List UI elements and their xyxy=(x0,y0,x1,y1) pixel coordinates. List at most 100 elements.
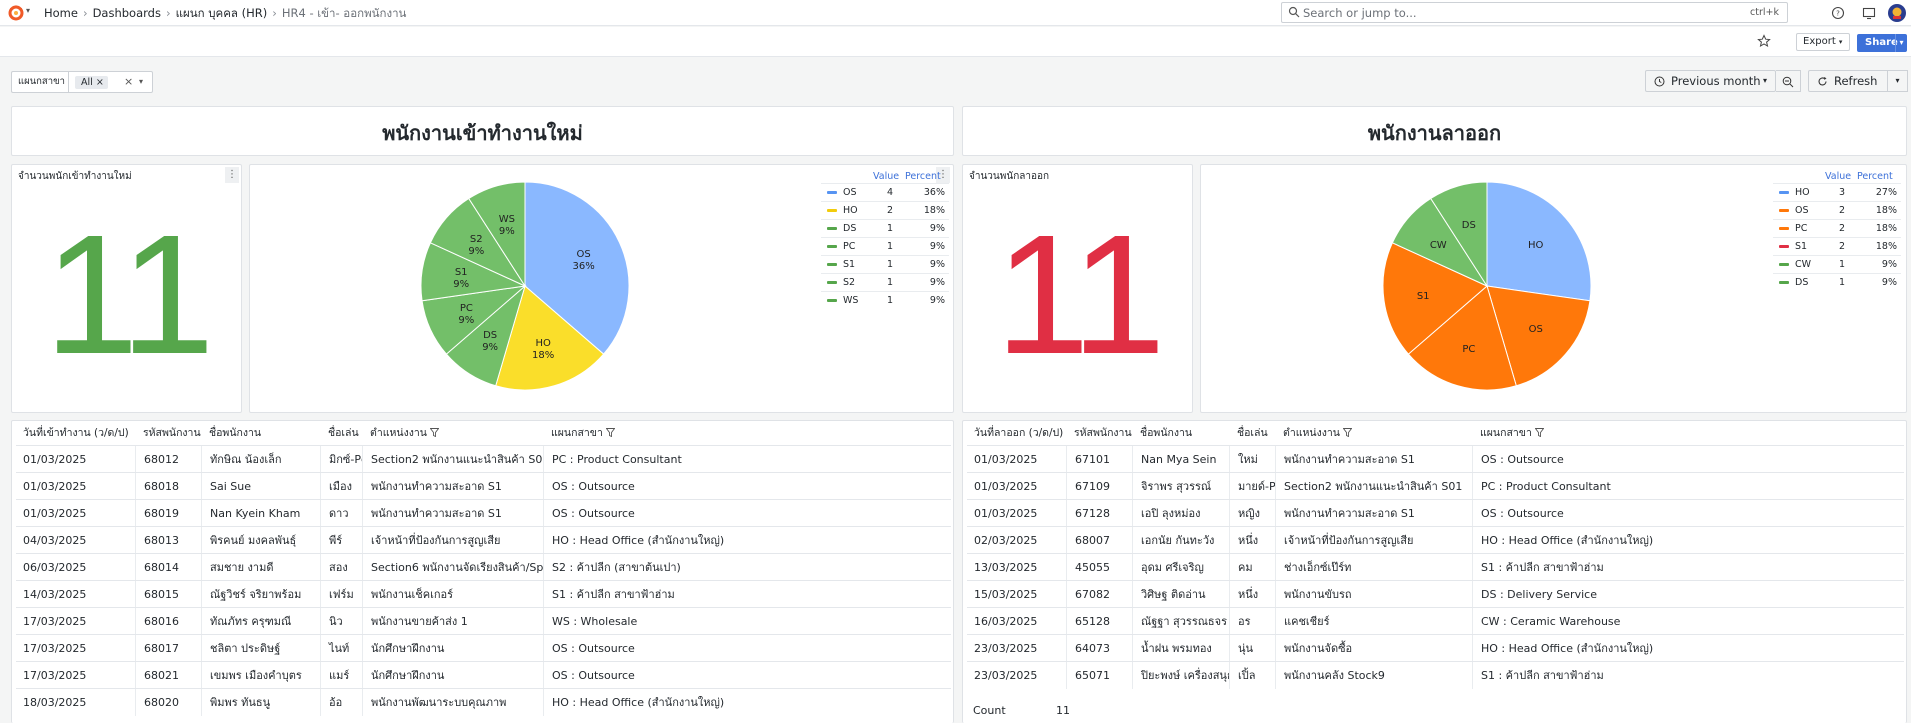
legend-row-os[interactable]: OS 4 36% xyxy=(821,183,949,201)
share-button[interactable]: Share ▾ xyxy=(1857,34,1907,52)
table-cell: พนักงานทำความสะอาด S1 xyxy=(362,473,543,500)
table-row[interactable]: 01/03/2025 67101 Nan Mya Sein ใหม่ พนักงานทำ… xyxy=(967,445,1904,473)
table-cell: Section6 พนักงานจัดเรียงสินค้า/Spee xyxy=(362,554,543,581)
table-row[interactable]: 23/03/2025 65071 ปิยะพงษ์ เครื่องสนุก เปิ้ล… xyxy=(967,661,1904,689)
new-hires-pie-chart[interactable]: OS 36%HO 18%DS 9%PC 9%S1 9%S2 9%WS 9% xyxy=(420,181,630,391)
refresh-button[interactable]: Refresh xyxy=(1808,70,1888,92)
table-row[interactable]: 23/03/2025 64073 น้ำฝน พรมทอง นุ่น พนักงานจั… xyxy=(967,634,1904,662)
chevron-down-icon[interactable]: ▾ xyxy=(1895,34,1907,52)
table-row[interactable]: 02/03/2025 68007 เอกนัย กันทะวัง หนึ่ง เจ้าห… xyxy=(967,526,1904,554)
table-cell: 17/03/2025 xyxy=(23,615,87,628)
legend-swatch xyxy=(1779,227,1789,230)
breadcrumb-dashboards[interactable]: Dashboards xyxy=(92,6,161,20)
column-header[interactable]: ชื่อเล่น xyxy=(1237,421,1268,445)
variable-chip[interactable]: All × xyxy=(75,76,108,89)
table-cell: 17/03/2025 xyxy=(23,642,87,655)
breadcrumb-folder[interactable]: แผนก บุคคล (HR) xyxy=(175,6,268,20)
column-header[interactable]: วันที่ลาออก (ว/ด/ป) xyxy=(974,421,1063,445)
table-cell: เจ้าหน้าที่ป้องกันการสูญเสีย xyxy=(362,527,543,554)
column-header[interactable]: แผนกสาขา xyxy=(1480,421,1544,445)
new-hires-title-panel: พนักงานเข้าทำงานใหม่ xyxy=(11,106,954,156)
panel-menu-icon[interactable]: ⋮ xyxy=(936,167,950,183)
table-row[interactable]: 14/03/2025 68015 ณัฐวิชร์ จริยาพร้อม เฟร์มพ… xyxy=(16,580,951,608)
column-header[interactable]: วันที่เข้าทำงาน (ว/ด/ป) xyxy=(23,421,129,445)
table-row[interactable]: 17/03/2025 68021 เขมพร เมืองคำบุตร แมร์ นักศ… xyxy=(16,661,951,689)
filter-icon[interactable] xyxy=(429,428,439,437)
table-row[interactable]: 13/03/2025 45055 อุดม ศรีเจริญ คม ช่างเอ็กซ์… xyxy=(967,553,1904,581)
new-hires-pie-panel[interactable]: ⋮ OS 36% HO 18% DS 9% PC 9% S1 9% S2 9% WS 9% Value P… xyxy=(249,164,954,413)
pie-label-percent: 9% xyxy=(468,246,484,257)
pie-slice-ho[interactable] xyxy=(495,285,605,391)
legend-row-cw[interactable]: CW 1 9% xyxy=(1773,255,1901,273)
filter-icon[interactable] xyxy=(1342,428,1352,437)
legend-row-pc[interactable]: PC 1 9% xyxy=(821,237,949,255)
table-row[interactable]: 15/03/2025 67082 วิศิษฐ ติดอ่าน หนึ่ง พนักงา… xyxy=(967,580,1904,608)
chevron-down-icon[interactable]: ▾ xyxy=(139,77,144,86)
column-header[interactable]: รหัสพนักงาน xyxy=(1074,421,1132,445)
table-row[interactable]: 04/03/2025 68013 พิรคนย์ มงคลพันธุ์ พีร์ เจ้… xyxy=(16,526,951,554)
table-row[interactable]: 06/03/2025 68014 สมชาย งามดี สอง Section6 พน… xyxy=(16,553,951,581)
legend-row-s1[interactable]: S1 2 18% xyxy=(1773,237,1901,255)
filter-icon[interactable] xyxy=(605,428,615,437)
chevron-down-icon[interactable]: ▾ xyxy=(26,6,31,15)
pie-slice-ds[interactable] xyxy=(1430,181,1488,288)
branch-variable-select[interactable]: All × × ▾ xyxy=(68,71,153,93)
pie-slice-pc[interactable] xyxy=(1407,285,1517,391)
legend-row-ho[interactable]: HO 3 27% xyxy=(1773,183,1901,201)
legend-row-os[interactable]: OS 2 18% xyxy=(1773,201,1901,219)
help-icon[interactable]: ? xyxy=(1830,5,1846,21)
table-row[interactable]: 18/03/2025 68020 พิมพร ทันธนู อ้อ พนักงานพัฒ… xyxy=(16,688,951,716)
column-header[interactable]: ชื่อพนักงาน xyxy=(1140,421,1192,445)
legend-row-s2[interactable]: S2 1 9% xyxy=(821,273,949,291)
table-row[interactable]: 01/03/2025 68019 Nan Kyein Kham ดาว พนักงานท… xyxy=(16,499,951,527)
pie-slice-os[interactable] xyxy=(524,181,630,355)
table-row[interactable]: 17/03/2025 68016 ทัณภัทร ครุฑมณี นิว พนักงาน… xyxy=(16,607,951,635)
table-row[interactable]: 01/03/2025 67128 เอปิ ลุงหม่อง หญิง พนักงานท… xyxy=(967,499,1904,527)
table-cell: เขมพร เมืองคำบุตร xyxy=(201,662,320,689)
pie-slice-ho[interactable] xyxy=(1486,181,1592,302)
table-row[interactable]: 01/03/2025 68018 Sai Sue เมือง พนักงานทำความ… xyxy=(16,472,951,500)
close-icon[interactable]: × xyxy=(95,77,104,88)
legend-row-pc[interactable]: PC 2 18% xyxy=(1773,219,1901,237)
clear-icon[interactable]: × xyxy=(124,75,134,88)
resignations-pie-panel[interactable]: HO OS PC S1 CW DS Value Percent HO 3 27% OS 2 18% P… xyxy=(1200,164,1907,413)
zoom-out-button[interactable] xyxy=(1776,70,1801,92)
refresh-interval-dropdown[interactable]: ▾ xyxy=(1888,70,1908,92)
pie-slice-s1[interactable] xyxy=(1382,242,1488,355)
legend-row-s1[interactable]: S1 1 9% xyxy=(821,255,949,273)
grafana-logo-icon[interactable] xyxy=(7,4,25,22)
table-row[interactable]: 17/03/2025 68017 ชลิตา ประดิษฐ์ ไนท์ นักศึกษ… xyxy=(16,634,951,662)
legend-row-ds[interactable]: DS 1 9% xyxy=(821,219,949,237)
column-header[interactable]: ชื่อพนักงาน xyxy=(209,421,261,445)
pie-slice-os[interactable] xyxy=(1486,285,1591,387)
resignations-stat-panel[interactable]: จำนวนพนักลาออก 11 xyxy=(962,164,1193,413)
legend-row-ds[interactable]: DS 1 9% xyxy=(1773,273,1901,291)
column-header[interactable]: ตำแหน่งงาน xyxy=(1283,421,1352,445)
search-input[interactable]: Search or jump to... ctrl+k xyxy=(1281,2,1788,23)
resignations-pie-chart[interactable]: HO OS PC S1 CW DS xyxy=(1382,181,1592,391)
new-hires-table-panel: วันที่เข้าทำงาน (ว/ด/ป) รหัสพนักงาน ชื่อพน… xyxy=(11,420,954,723)
avatar[interactable] xyxy=(1887,3,1907,23)
panel-menu-icon[interactable]: ⋮ xyxy=(225,167,239,183)
column-header[interactable]: แผนกสาขา xyxy=(551,421,615,445)
pie-slice-ws[interactable] xyxy=(468,181,526,288)
new-hires-stat-panel[interactable]: จำนวนพนักเข้าทำงานใหม่ ⋮ 11 xyxy=(11,164,242,413)
table-cell: 68014 xyxy=(135,554,201,581)
legend-row-ws[interactable]: WS 1 9% xyxy=(821,291,949,309)
breadcrumb-home[interactable]: Home xyxy=(44,6,78,20)
table-cell: พนักงานขับรถ xyxy=(1275,581,1472,608)
legend-row-ho[interactable]: HO 2 18% xyxy=(821,201,949,219)
table-row[interactable]: 16/03/2025 65128 ณัฐฐา สุวรรณธจร อร แคชเชียร… xyxy=(967,607,1904,635)
export-button[interactable]: Export ▾ xyxy=(1796,33,1850,51)
news-icon[interactable] xyxy=(1861,5,1877,21)
time-range-picker[interactable]: Previous month ▾ xyxy=(1645,70,1776,92)
legend-header-value: Value xyxy=(1825,171,1852,182)
legend-value: 2 xyxy=(1838,241,1845,252)
star-icon[interactable] xyxy=(1757,34,1771,48)
filter-icon[interactable] xyxy=(1534,428,1544,437)
column-header[interactable]: รหัสพนักงาน xyxy=(143,421,201,445)
column-header[interactable]: ตำแหน่งงาน xyxy=(370,421,439,445)
column-header[interactable]: ชื่อเล่น xyxy=(328,421,359,445)
